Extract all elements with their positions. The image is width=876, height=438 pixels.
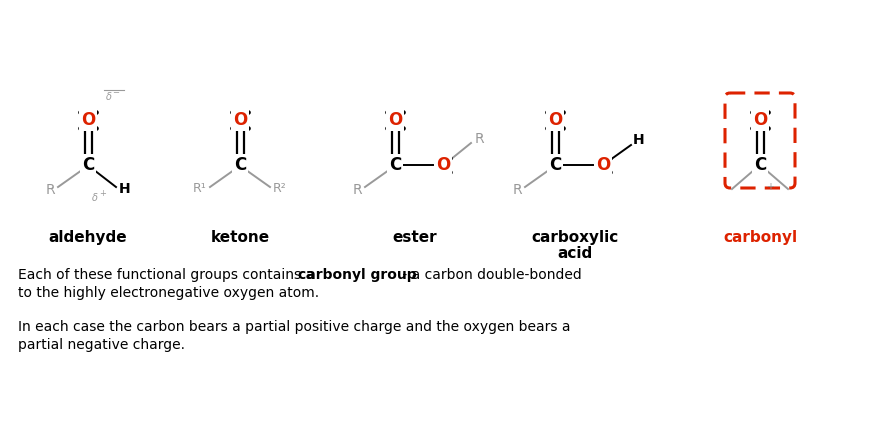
Text: O: O [596, 156, 610, 174]
Text: O: O [233, 111, 247, 129]
Text: aldehyde: aldehyde [49, 230, 127, 245]
Text: R: R [46, 183, 55, 197]
Text: H: H [119, 182, 131, 196]
Text: Each of these functional groups contains a: Each of these functional groups contains… [18, 268, 319, 282]
Text: H: H [633, 133, 645, 147]
Text: ester: ester [392, 230, 437, 245]
Text: partial negative charge.: partial negative charge. [18, 338, 185, 352]
Text: +: + [99, 189, 106, 198]
Text: C: C [234, 156, 246, 174]
Text: +: + [766, 182, 774, 192]
Text: R¹: R¹ [193, 183, 207, 195]
Text: to the highly electronegative oxygen atom.: to the highly electronegative oxygen ato… [18, 286, 319, 300]
Text: O: O [436, 156, 450, 174]
Text: O: O [388, 111, 402, 129]
Text: In each case the carbon bears a partial positive charge and the oxygen bears a: In each case the carbon bears a partial … [18, 320, 570, 334]
Text: R: R [474, 132, 484, 146]
Text: carbonyl: carbonyl [723, 230, 797, 245]
Text: carboxylic: carboxylic [532, 230, 618, 245]
Text: δ: δ [92, 193, 98, 203]
Text: C: C [754, 156, 766, 174]
Text: R: R [512, 183, 522, 197]
Text: R: R [352, 183, 362, 197]
Text: O: O [752, 111, 767, 129]
Text: δ: δ [106, 92, 112, 102]
Text: C: C [81, 156, 94, 174]
Text: O: O [81, 111, 95, 129]
Text: R²: R² [273, 183, 286, 195]
Text: O: O [548, 111, 562, 129]
Text: acid: acid [557, 246, 593, 261]
Text: carbonyl group: carbonyl group [298, 268, 416, 282]
Text: C: C [549, 156, 562, 174]
Text: C: C [389, 156, 401, 174]
Text: −: − [112, 88, 119, 97]
Text: ketone: ketone [210, 230, 270, 245]
Text: - a carbon double-bonded: - a carbon double-bonded [399, 268, 582, 282]
